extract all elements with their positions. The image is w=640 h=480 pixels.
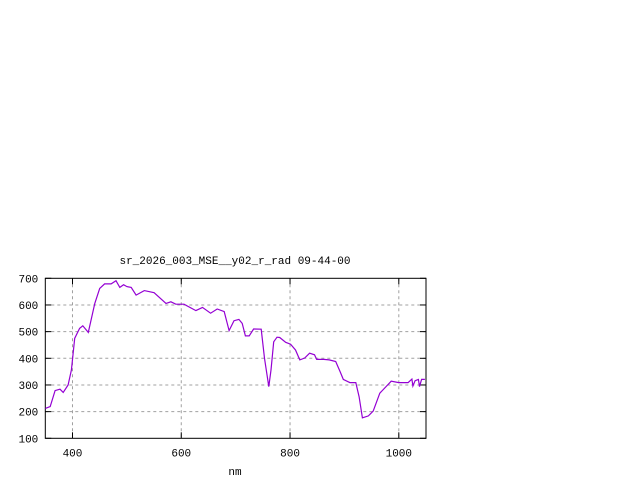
x-tick-label: 400 <box>63 448 83 460</box>
x-axis-label: nm <box>228 467 242 479</box>
y-tick-label: 400 <box>18 354 38 366</box>
chart-title: sr_2026_003_MSE__y02_r_rad 09-44-00 <box>119 256 350 268</box>
x-tick-label: 600 <box>171 448 191 460</box>
grid <box>45 278 426 439</box>
y-tick-label: 100 <box>18 434 38 446</box>
x-tick-label: 800 <box>280 448 300 460</box>
y-tick-label: 700 <box>18 274 38 286</box>
y-tick-label: 200 <box>18 408 38 420</box>
ticks: 100 200 300 400 500 600 700 400 600 800 1000 <box>18 274 426 460</box>
x-tick-label: 1000 <box>386 448 412 460</box>
y-tick-label: 500 <box>18 328 38 340</box>
y-tick-label: 600 <box>18 301 38 313</box>
y-tick-label: 300 <box>18 381 38 393</box>
plot-frame <box>44 277 427 439</box>
series-line <box>45 279 425 419</box>
